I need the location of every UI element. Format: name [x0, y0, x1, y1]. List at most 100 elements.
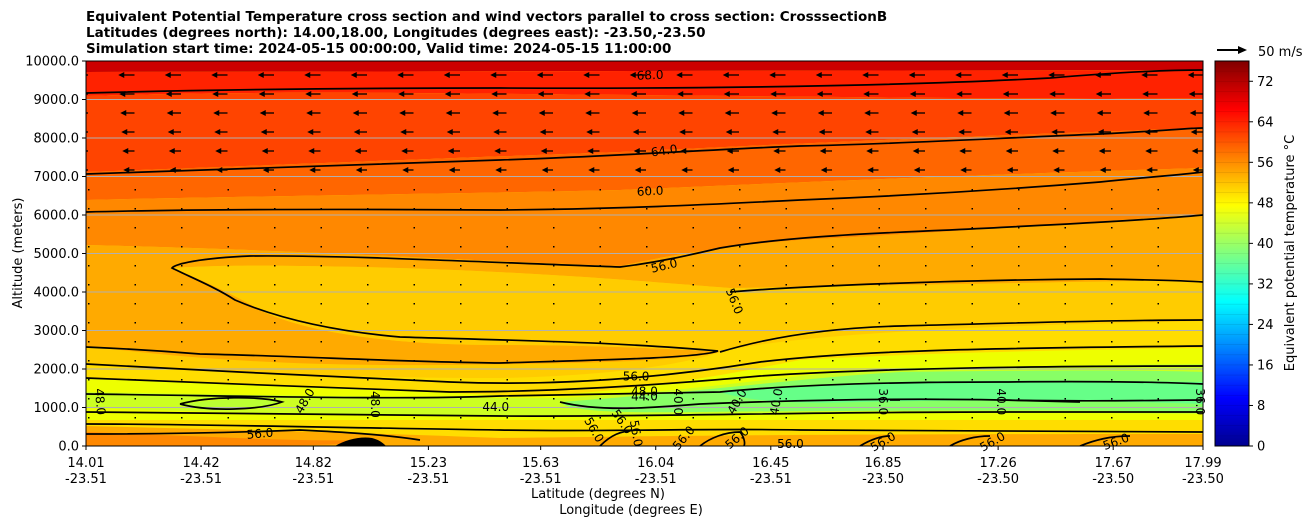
wind-vector-dot [692, 208, 694, 210]
wind-vector-dot [646, 284, 648, 286]
wind-vector-head [960, 167, 967, 173]
wind-vector-dot [413, 189, 415, 191]
wind-vector-dot [181, 265, 183, 267]
wind-vector-dot [460, 265, 462, 267]
wind-vector-head [585, 110, 592, 116]
wind-vector-dot [553, 360, 555, 362]
wind-vector-head [491, 91, 498, 97]
wind-vector-head [862, 72, 869, 78]
wind-vector-head [305, 91, 312, 97]
wind-vector-dot [460, 189, 462, 191]
wind-vector-dot [1157, 398, 1159, 400]
wind-vector-dot [274, 360, 276, 362]
colorbar-gradient [1215, 61, 1249, 446]
wind-vector-dot [320, 284, 322, 286]
wind-vector-head [769, 72, 776, 78]
wind-vector-dot [413, 379, 415, 381]
wind-vector-dot [553, 189, 555, 191]
wind-vector-dot [227, 284, 229, 286]
wind-vector-dot [1111, 322, 1113, 324]
wind-vector-dot [506, 284, 508, 286]
wind-vector-dot [88, 208, 90, 210]
wind-vector-dot [274, 322, 276, 324]
wind-vector-dot [646, 322, 648, 324]
wind-vector-dot [181, 417, 183, 419]
y-tick-label: 1000.0 [34, 401, 80, 416]
colorbar: 0 8 16 24 32 40 48 56 64 72 Equivalent potential … [1214, 60, 1298, 455]
wind-vector-dot [134, 227, 136, 229]
wind-vector-dot [1204, 360, 1206, 362]
wind-vector-dot [785, 246, 787, 248]
wind-vector-dot [553, 246, 555, 248]
quiver-key: 50 m/s [1217, 45, 1303, 60]
wind-vector-dot [134, 265, 136, 267]
x-axis-label-latitude: Latitude (degrees N) [531, 487, 665, 502]
wind-vector-dot [646, 379, 648, 381]
wind-vector-dot [1064, 208, 1066, 210]
x-tick-label-latitude: 16.45 [752, 456, 789, 471]
wind-vector-dot [925, 265, 927, 267]
wind-vector-dot [1064, 417, 1066, 419]
wind-vector-dot [1157, 246, 1159, 248]
wind-vector-head [1052, 148, 1059, 154]
wind-vector-dot [181, 227, 183, 229]
wind-vector-head [678, 110, 685, 116]
wind-vector-dot [553, 322, 555, 324]
wind-vector-head [864, 110, 871, 116]
wind-vector-dot [739, 265, 741, 267]
wind-vector-dot [1157, 341, 1159, 343]
wind-vector-dot [1204, 284, 1206, 286]
wind-vector-dot [88, 189, 90, 191]
wind-vector-head [257, 72, 264, 78]
wind-vector-dot [274, 284, 276, 286]
wind-vector-dot [832, 398, 834, 400]
wind-vector-dot [692, 341, 694, 343]
wind-vector-head [397, 72, 404, 78]
wind-vector-dot [1157, 227, 1159, 229]
y-tick-label: 7000.0 [34, 170, 80, 185]
wind-vector-dot [134, 322, 136, 324]
wind-vector-head [632, 129, 639, 135]
wind-vector-dot [88, 398, 90, 400]
wind-vector-dot [599, 303, 601, 305]
wind-vector-head [213, 110, 220, 116]
wind-vector-dot [506, 379, 508, 381]
wind-vector-head [1053, 167, 1060, 173]
wind-vector-dot [506, 417, 508, 419]
contour-label: 64.0 [650, 142, 678, 160]
wind-vector-dot [1064, 341, 1066, 343]
wind-vector-dot [274, 341, 276, 343]
y-tick-label: 8000.0 [34, 132, 80, 147]
wind-vector-dot [971, 322, 973, 324]
wind-vector-dot [646, 227, 648, 229]
wind-vector-dot [692, 398, 694, 400]
wind-vector-dot [646, 417, 648, 419]
wind-vector-dot [367, 398, 369, 400]
x-tick-label-latitude: 15.23 [410, 456, 447, 471]
wind-vector-dot [1204, 379, 1206, 381]
y-tick-label: 5000.0 [34, 247, 80, 262]
wind-vector-dot [832, 246, 834, 248]
x-tick-label-longitude: -23.50 [1092, 472, 1134, 487]
wind-vector-dot [1018, 341, 1020, 343]
wind-vector-head [866, 148, 873, 154]
wind-vector-head [401, 148, 408, 154]
wind-vector-dot [1204, 208, 1206, 210]
wind-vector-dot [878, 189, 880, 191]
wind-vector-head [722, 72, 729, 78]
wind-vector-head [587, 148, 594, 154]
wind-vector-head [536, 72, 543, 78]
wind-vector-head [307, 129, 314, 135]
wind-vector-dot [971, 189, 973, 191]
x-tick-label-longitude: -23.51 [65, 472, 107, 487]
wind-vector-dot [692, 265, 694, 267]
wind-vector-dot [1064, 227, 1066, 229]
wind-vector-dot [739, 398, 741, 400]
wind-vector-dot [413, 246, 415, 248]
wind-vector-dot [367, 265, 369, 267]
wind-vector-dot [739, 303, 741, 305]
wind-vector-dot [1111, 303, 1113, 305]
wind-vector-dot [1204, 341, 1206, 343]
wind-vector-dot [506, 322, 508, 324]
wind-vector-dot [832, 265, 834, 267]
